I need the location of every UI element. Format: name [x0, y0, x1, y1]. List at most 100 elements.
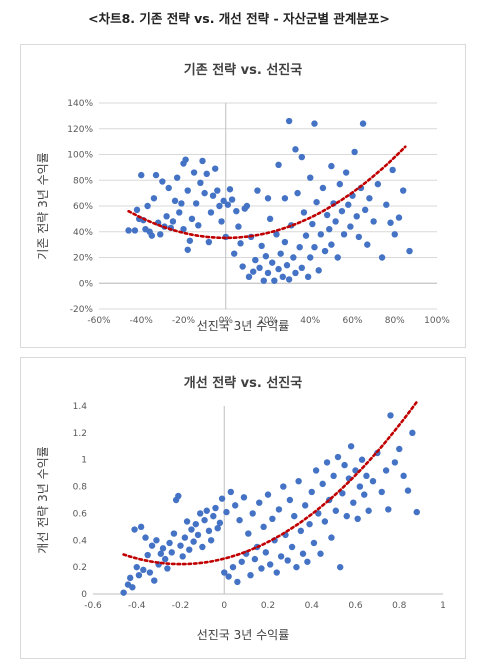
chart-2-point [146, 569, 154, 576]
chart-2-x-tick-label: 1 [440, 601, 446, 611]
chart-2-point [260, 523, 267, 531]
chart-2-point [166, 539, 173, 547]
chart-1-point [304, 273, 312, 281]
chart-2-point [120, 589, 127, 596]
chart-2-point [135, 572, 143, 579]
chart-1-point [290, 254, 297, 261]
chart-2-point [269, 515, 276, 522]
chart-1-point [279, 273, 286, 281]
chart-1-point [228, 196, 236, 203]
chart-1-point [190, 169, 198, 176]
chart-1-point [370, 218, 377, 225]
chart-2-point [301, 502, 309, 509]
chart-1-point [292, 269, 299, 277]
chart-2-point [273, 569, 280, 576]
chart-2-point [358, 456, 366, 463]
chart-1-trendline [127, 145, 407, 240]
chart-1-y-tick-label: 40% [73, 228, 93, 238]
chart-1-point [400, 187, 407, 194]
chart-2-point [308, 488, 315, 496]
chart-1-point [192, 200, 200, 207]
chart-1-point [260, 277, 267, 284]
chart-1-point [269, 259, 276, 266]
chart-1-point [296, 244, 303, 251]
chart-1-point [186, 237, 194, 244]
chart-1-point [201, 189, 208, 197]
chart-2-x-tick-label: 0.4 [305, 601, 320, 611]
chart-2-point [164, 565, 171, 572]
chart-2-point [240, 494, 248, 501]
chart-2-point [330, 472, 337, 480]
chart-2-point [352, 467, 359, 474]
chart-2-y-tick-label: 1.2 [73, 429, 87, 439]
chart-2-point [142, 534, 149, 541]
chart-1-point [188, 215, 196, 223]
chart-1-point [389, 166, 396, 174]
chart-1-x-tick-label: -60% [87, 316, 111, 326]
chart-1-point [207, 209, 215, 216]
chart-2-point [328, 534, 335, 541]
chart-2-point [140, 566, 147, 574]
chart-2-y-tick-label: 0.2 [73, 563, 87, 573]
chart-1-x-tick-label: -20% [172, 316, 196, 326]
chart-2-point [210, 512, 217, 520]
chart-2-point [151, 577, 158, 584]
chart-1-point [182, 156, 189, 163]
chart-2-point [356, 483, 364, 490]
chart-2-point [225, 573, 232, 580]
chart-1-point [361, 206, 369, 214]
chart-1-point [313, 198, 320, 206]
chart-2-point [157, 550, 165, 557]
chart-2-point [295, 478, 302, 485]
chart-2-point [336, 563, 344, 571]
chart-2-point [343, 512, 350, 520]
chart-2-point [332, 507, 340, 514]
chart-1-point [131, 227, 139, 234]
chart-2-point [144, 551, 151, 559]
chart-2-x-tick-label: -0.2 [172, 601, 190, 611]
chart-1-y-tick-label: 100% [67, 151, 93, 161]
chart-1-point [323, 211, 331, 219]
chart-1-point [311, 244, 318, 251]
chart-1-point [159, 178, 166, 185]
chart-2-point [378, 488, 385, 496]
chart-1-point [353, 213, 360, 220]
chart-2-point [129, 584, 136, 591]
chart-1-point [266, 215, 274, 223]
chart-1-point [133, 206, 141, 214]
chart-2-point [175, 492, 182, 500]
chart-1-point [184, 187, 191, 194]
chart-1-point [144, 202, 151, 210]
chart-1-ylabel: 기존 전략 3년 수익률 [36, 152, 50, 259]
chart-2-point [400, 472, 407, 480]
chart-panel-2: 개선 전략 vs. 선진국 -0.6 -0.4 -0.2 0 0.2 0.4 0.6 0.8 1… [20, 357, 466, 659]
chart-1-y-tick-label: 20% [73, 254, 93, 264]
chart-2-point [183, 518, 191, 525]
chart-2-point [319, 480, 326, 488]
chart-2-point [266, 561, 274, 568]
chart-1-point [359, 120, 367, 127]
chart-2-point [339, 490, 346, 497]
chart-1-y-tick-label: 60% [73, 202, 93, 212]
chart-1-point [138, 171, 145, 179]
chart-2-x-tick-label: 0.8 [392, 601, 407, 611]
chart-1-point [197, 179, 204, 187]
chart-1-x-tick-label: -40% [130, 316, 154, 326]
chart-2-point [354, 515, 361, 522]
chart-1-point [285, 117, 293, 125]
chart-2-point [137, 523, 145, 531]
chart-1-point [152, 171, 160, 179]
chart-2-point [234, 578, 241, 586]
chart-2-point [159, 545, 167, 552]
chart-2-x-tick-label: 0.2 [261, 601, 275, 611]
chart-1-plot: -60% -40% -20% 0% 20% 40% 60% 80% 100% -20% 0% 20% 4… [36, 99, 450, 326]
chart-1-point [165, 184, 172, 192]
chart-1-point [150, 195, 158, 202]
chart-2-point [236, 516, 243, 524]
chart-1-point [262, 253, 270, 260]
chart-2-title: 개선 전략 vs. 선진국 [183, 376, 303, 391]
chart-1-point [226, 186, 234, 193]
chart-2-x-tick-label: -0.4 [128, 601, 146, 611]
chart-1-point [184, 246, 191, 253]
chart-2-y-tick-label: 0.4 [73, 536, 88, 546]
